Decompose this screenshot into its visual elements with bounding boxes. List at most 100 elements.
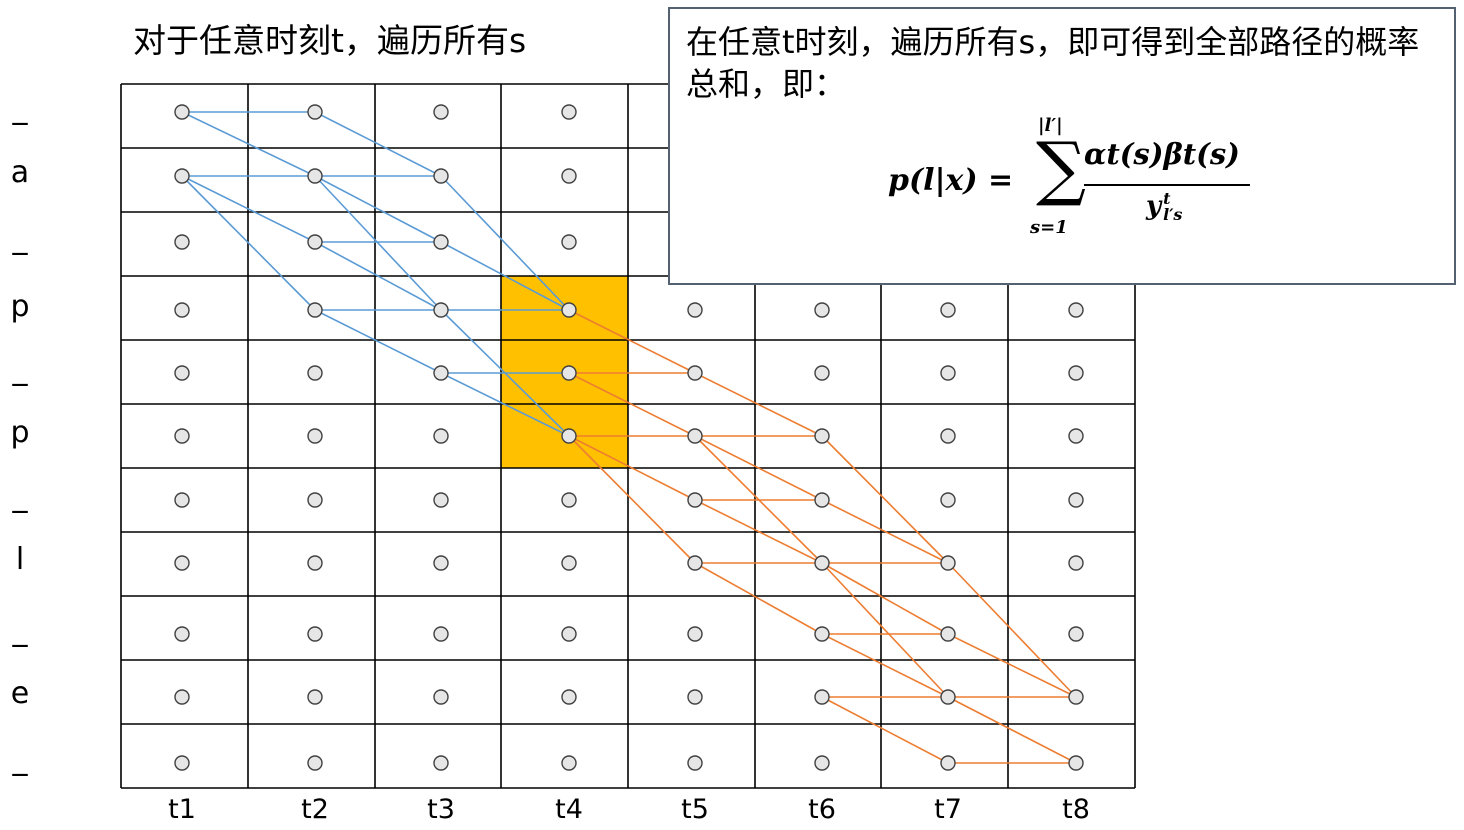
lattice-node	[687, 555, 703, 571]
lattice-node	[687, 626, 703, 642]
lattice-node	[433, 428, 449, 444]
lattice-node	[174, 755, 190, 771]
column-label: t2	[301, 794, 329, 825]
forward-path-edge	[181, 175, 316, 243]
column-label: t3	[427, 794, 455, 825]
row-label: l	[15, 542, 25, 577]
row-label: _	[12, 479, 28, 514]
lattice-node	[307, 168, 323, 184]
forward-path-edge	[440, 372, 570, 437]
column-label: t7	[934, 794, 962, 825]
lattice-node	[814, 302, 830, 318]
lattice-node	[1068, 365, 1084, 381]
backward-path-edge	[821, 562, 949, 635]
backward-path-edge	[694, 372, 823, 437]
lattice-node	[814, 755, 830, 771]
lattice-node	[561, 689, 577, 705]
denominator-superscript: t	[1163, 189, 1171, 208]
column-label: t6	[808, 794, 836, 825]
sum-lower-limit: s=1	[1030, 217, 1068, 238]
lattice-node	[1068, 689, 1084, 705]
row-label: e	[10, 676, 30, 711]
backward-path-edge	[821, 696, 949, 764]
lattice-node	[307, 428, 323, 444]
lattice-node	[561, 626, 577, 642]
lattice-node	[1068, 626, 1084, 642]
backward-path-edge	[947, 562, 1077, 698]
lattice-node	[940, 428, 956, 444]
lattice-node	[814, 626, 830, 642]
row-label: _	[12, 221, 28, 256]
lattice-node	[940, 365, 956, 381]
lattice-node	[433, 689, 449, 705]
forward-path-edge	[314, 175, 442, 311]
lattice-node	[687, 492, 703, 508]
backward-path-edge	[821, 435, 949, 564]
backward-path-edge	[568, 309, 696, 374]
lattice-node	[814, 428, 830, 444]
backward-path-edge	[568, 372, 696, 437]
lattice-node	[561, 168, 577, 184]
forward-path-edge	[314, 111, 442, 177]
lattice-node	[561, 302, 577, 318]
summation-symbol: ∑	[1036, 127, 1086, 209]
row-label: a	[10, 155, 30, 190]
lattice-node	[1068, 428, 1084, 444]
diagram-title: 对于任意时刻t，遍历所有s	[133, 21, 527, 60]
lattice-node	[561, 234, 577, 250]
lattice-node	[307, 689, 323, 705]
lattice-node	[307, 755, 323, 771]
lattice-node	[561, 755, 577, 771]
lattice-node	[1068, 492, 1084, 508]
lattice-node	[307, 555, 323, 571]
denominator-base: y	[1146, 191, 1162, 221]
backward-path-edge	[947, 696, 1077, 764]
lattice-node	[433, 104, 449, 120]
formula-denominator: y t l′s	[1146, 191, 1182, 223]
lattice-node	[814, 555, 830, 571]
lattice-node	[687, 302, 703, 318]
lattice-node	[433, 492, 449, 508]
lattice-node	[174, 104, 190, 120]
row-label: _	[12, 91, 28, 126]
lattice-node	[940, 492, 956, 508]
lattice-node	[307, 365, 323, 381]
lattice-node	[307, 302, 323, 318]
lattice-node	[433, 755, 449, 771]
forward-path-edge	[314, 309, 442, 374]
sum-upper-limit: |l′|	[1038, 115, 1063, 136]
lattice-node	[307, 234, 323, 250]
lattice-node	[940, 755, 956, 771]
lattice-node	[561, 555, 577, 571]
column-label: t5	[681, 794, 709, 825]
lattice-node	[307, 626, 323, 642]
column-label: t1	[168, 794, 196, 825]
lattice-node	[561, 492, 577, 508]
lattice-node	[174, 168, 190, 184]
column-label: t4	[555, 794, 583, 825]
lattice-node	[433, 555, 449, 571]
backward-path-edge	[694, 562, 823, 635]
lattice-node	[174, 689, 190, 705]
backward-path-edge	[821, 562, 949, 698]
lattice-node	[307, 104, 323, 120]
row-label: _	[12, 352, 28, 387]
backward-path-edge	[694, 435, 823, 501]
formula-lhs: p(l|x) =	[888, 163, 1014, 198]
lattice-node	[433, 168, 449, 184]
callout-text: 在任意t时刻，遍历所有s，即可得到全部路径的概率总和，即：	[686, 23, 1420, 103]
row-label: p	[10, 415, 30, 450]
lattice-node	[561, 428, 577, 444]
lattice-node	[687, 365, 703, 381]
backward-path-edge	[821, 499, 949, 564]
column-label: t8	[1062, 794, 1090, 825]
row-label: _	[12, 613, 28, 648]
backward-path-edge	[947, 633, 1077, 698]
forward-path-edge	[440, 241, 570, 311]
lattice-node	[174, 428, 190, 444]
lattice-node	[940, 626, 956, 642]
probability-formula: p(l|x) = ∑ |l′| s=1 αt(s)βt(s) y t l′s	[888, 115, 1288, 247]
lattice-node	[1068, 555, 1084, 571]
lattice-node	[174, 555, 190, 571]
lattice-node	[687, 689, 703, 705]
